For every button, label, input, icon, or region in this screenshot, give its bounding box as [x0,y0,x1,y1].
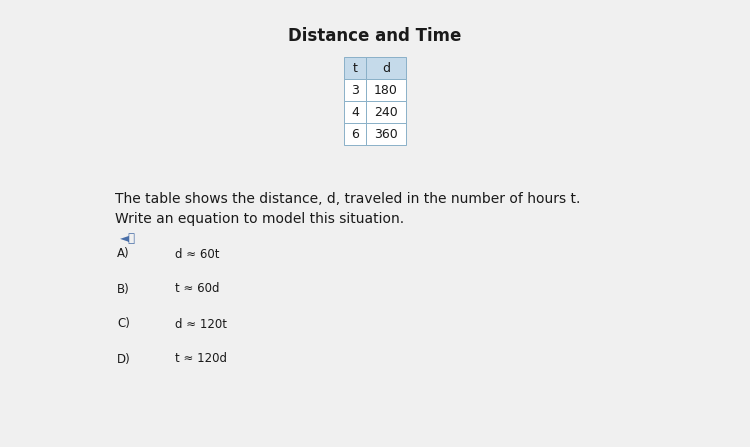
Text: C): C) [117,317,130,330]
Text: D): D) [117,353,130,366]
Bar [344,101,366,123]
Text: d: d [382,62,390,75]
Text: 240: 240 [374,105,398,118]
Text: d ≈ 60t: d ≈ 60t [175,248,220,261]
Text: Write an equation to model this situation.: Write an equation to model this situatio… [115,212,404,226]
Text: 360: 360 [374,127,398,140]
Text: t: t [352,62,358,75]
Text: Distance and Time: Distance and Time [288,27,462,45]
Text: 180: 180 [374,84,398,97]
Text: 4: 4 [351,105,359,118]
Bar [366,123,406,145]
Bar [366,79,406,101]
Text: d ≈ 120t: d ≈ 120t [175,317,227,330]
Text: A): A) [117,248,130,261]
Bar [366,57,406,79]
Text: t ≈ 60d: t ≈ 60d [175,283,220,295]
Text: The table shows the distance, d, traveled in the number of hours t.: The table shows the distance, d, travele… [115,192,580,206]
Text: 3: 3 [351,84,359,97]
Text: ◄⧗: ◄⧗ [120,232,136,245]
Text: 6: 6 [351,127,359,140]
Bar [344,123,366,145]
Text: t ≈ 120d: t ≈ 120d [175,353,227,366]
Bar [366,101,406,123]
Text: B): B) [117,283,130,295]
Bar [344,79,366,101]
Bar [344,57,366,79]
